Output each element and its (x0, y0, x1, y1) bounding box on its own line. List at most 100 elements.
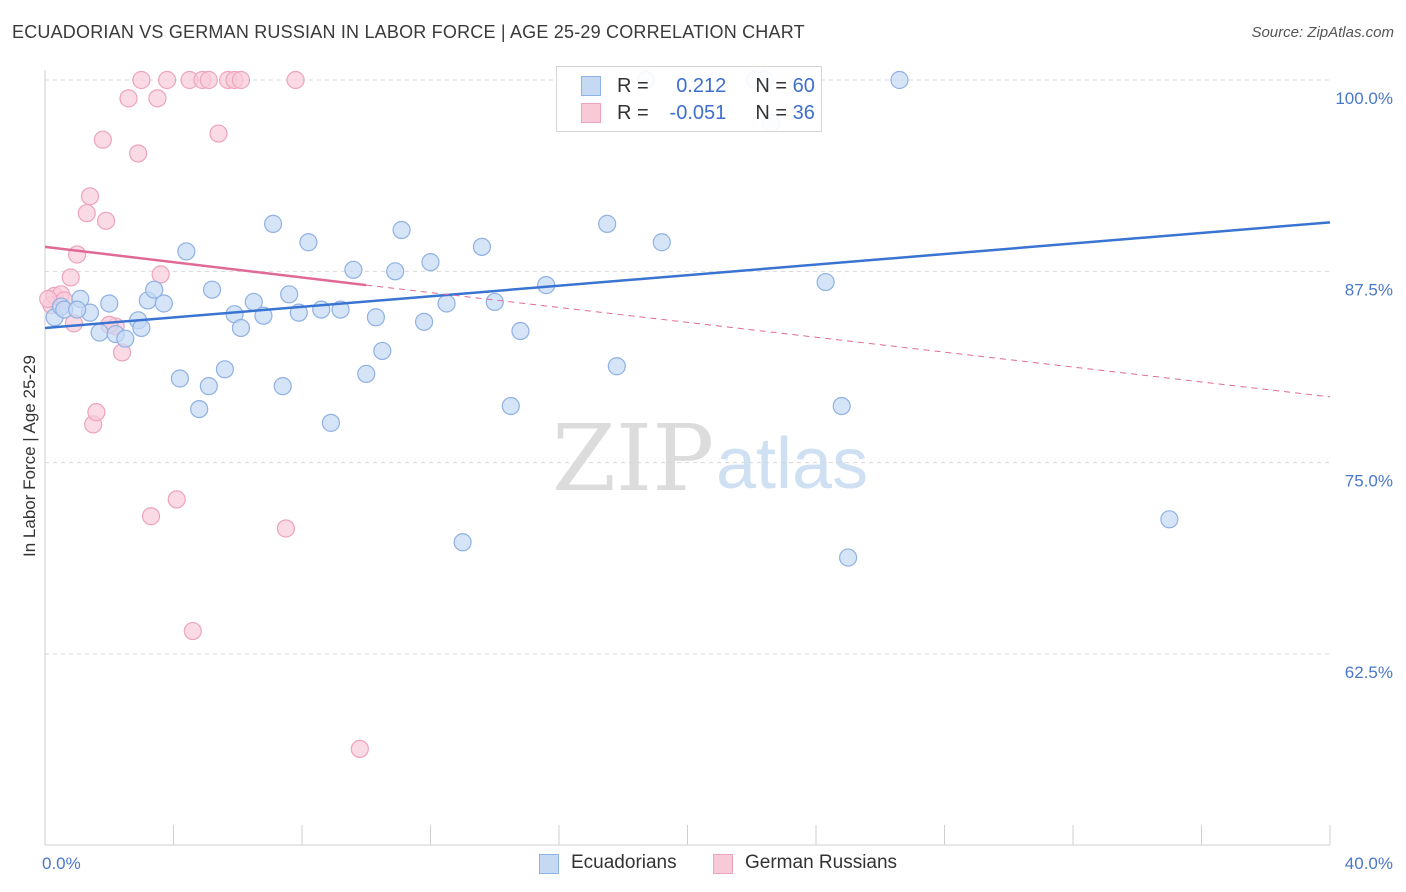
x-tick-labels: 0.0% 40.0% (42, 854, 1393, 873)
legend-swatch-pink (581, 103, 601, 123)
legend-r-value: -0.051 (669, 102, 727, 124)
data-point (177, 242, 196, 261)
data-point (366, 308, 385, 327)
data-point (350, 739, 369, 759)
legend-text: R = -0.051 N = 36 (617, 102, 815, 125)
data-point (280, 285, 299, 304)
data-point (273, 377, 292, 396)
data-point (231, 70, 251, 90)
data-point (839, 548, 858, 567)
data-point (453, 533, 472, 552)
data-point (357, 364, 376, 383)
data-point (132, 318, 151, 338)
data-point (93, 130, 112, 149)
data-point (414, 312, 434, 331)
data-point (116, 329, 135, 348)
data-point (392, 220, 411, 240)
x-tick-label-max: 40.0% (1345, 854, 1393, 873)
trend-lines (44, 221, 1331, 398)
data-point (263, 214, 283, 233)
data-point (209, 124, 228, 143)
data-point (437, 294, 456, 313)
data-point (816, 272, 835, 292)
y-tick-label: 62.5% (1345, 663, 1393, 682)
data-point (80, 187, 100, 206)
watermark: ZIP atlas (552, 405, 868, 512)
data-point (141, 507, 161, 526)
y-tick-labels: 100.0% 87.5% 75.0% 62.5% (1335, 89, 1393, 682)
legend-n-label: N = (755, 102, 793, 124)
data-point (386, 262, 405, 281)
data-point (87, 403, 106, 422)
data-point (199, 70, 218, 90)
data-point (373, 341, 392, 361)
data-point (77, 204, 96, 223)
data-point (501, 396, 520, 416)
legend-text: R = 0.212 N = 60 (617, 75, 815, 98)
legend-swatch-blue (539, 854, 559, 874)
data-point (170, 369, 190, 388)
data-point (61, 268, 80, 287)
legend-r-value: 0.212 (676, 75, 727, 97)
data-point (90, 323, 109, 342)
data-point (202, 280, 222, 299)
data-point (154, 294, 173, 313)
data-point (331, 300, 350, 319)
y-tick-label: 100.0% (1335, 89, 1393, 108)
data-point (652, 233, 671, 252)
data-point (190, 399, 209, 419)
legend-n-value: 60 (792, 75, 815, 97)
trend-line-ecuadorians (44, 221, 1331, 330)
legend-label: Ecuadorians (571, 852, 677, 873)
data-point (100, 294, 119, 313)
data-point (890, 70, 909, 90)
legend-swatch-blue (581, 76, 601, 96)
data-point (607, 357, 626, 376)
data-point (472, 237, 491, 256)
data-point (832, 396, 851, 416)
source-credit: Source: ZipAtlas.com (1251, 24, 1394, 41)
data-point (157, 70, 177, 90)
data-point (183, 621, 202, 641)
x-tick-label-min: 0.0% (42, 854, 81, 873)
legend-r-label: R = (617, 102, 655, 124)
legend-n-value: 36 (792, 102, 815, 124)
data-point (231, 318, 251, 338)
data-point (145, 280, 164, 299)
data-point (199, 377, 218, 396)
data-point (598, 214, 617, 233)
data-point (129, 144, 148, 163)
data-point (276, 519, 296, 538)
data-point (485, 292, 504, 312)
legend-r-label: R = (617, 75, 655, 97)
trend-line-german-russians (44, 245, 367, 287)
y-axis-label: In Labor Force | Age 25-29 (20, 355, 39, 557)
watermark-atlas: atlas (716, 424, 868, 504)
data-point (1160, 510, 1179, 529)
data-point (148, 89, 167, 108)
trend-line-german-russians-extension (366, 284, 1331, 398)
watermark-zip: ZIP (552, 405, 714, 512)
legend-label: German Russians (745, 852, 898, 873)
data-point (421, 253, 440, 272)
axes (44, 70, 1331, 846)
data-point (68, 300, 87, 319)
data-point (344, 260, 363, 279)
data-point (321, 413, 341, 432)
y-tick-label: 75.0% (1345, 472, 1393, 491)
data-point (96, 211, 116, 230)
correlation-legend: R = 0.212 N = 60 R = -0.051 N = 36 (556, 66, 822, 132)
data-point (68, 245, 87, 264)
data-point (167, 490, 186, 509)
data-point (132, 70, 151, 90)
chart-title: ECUADORIAN VS GERMAN RUSSIAN IN LABOR FO… (12, 22, 805, 42)
data-point (286, 70, 305, 90)
data-point (215, 360, 234, 379)
data-point (119, 89, 138, 108)
grid (45, 79, 1330, 655)
legend-swatch-pink (713, 854, 733, 874)
data-point (299, 233, 318, 252)
data-point (151, 265, 170, 284)
legend-n-label: N = (755, 75, 793, 97)
